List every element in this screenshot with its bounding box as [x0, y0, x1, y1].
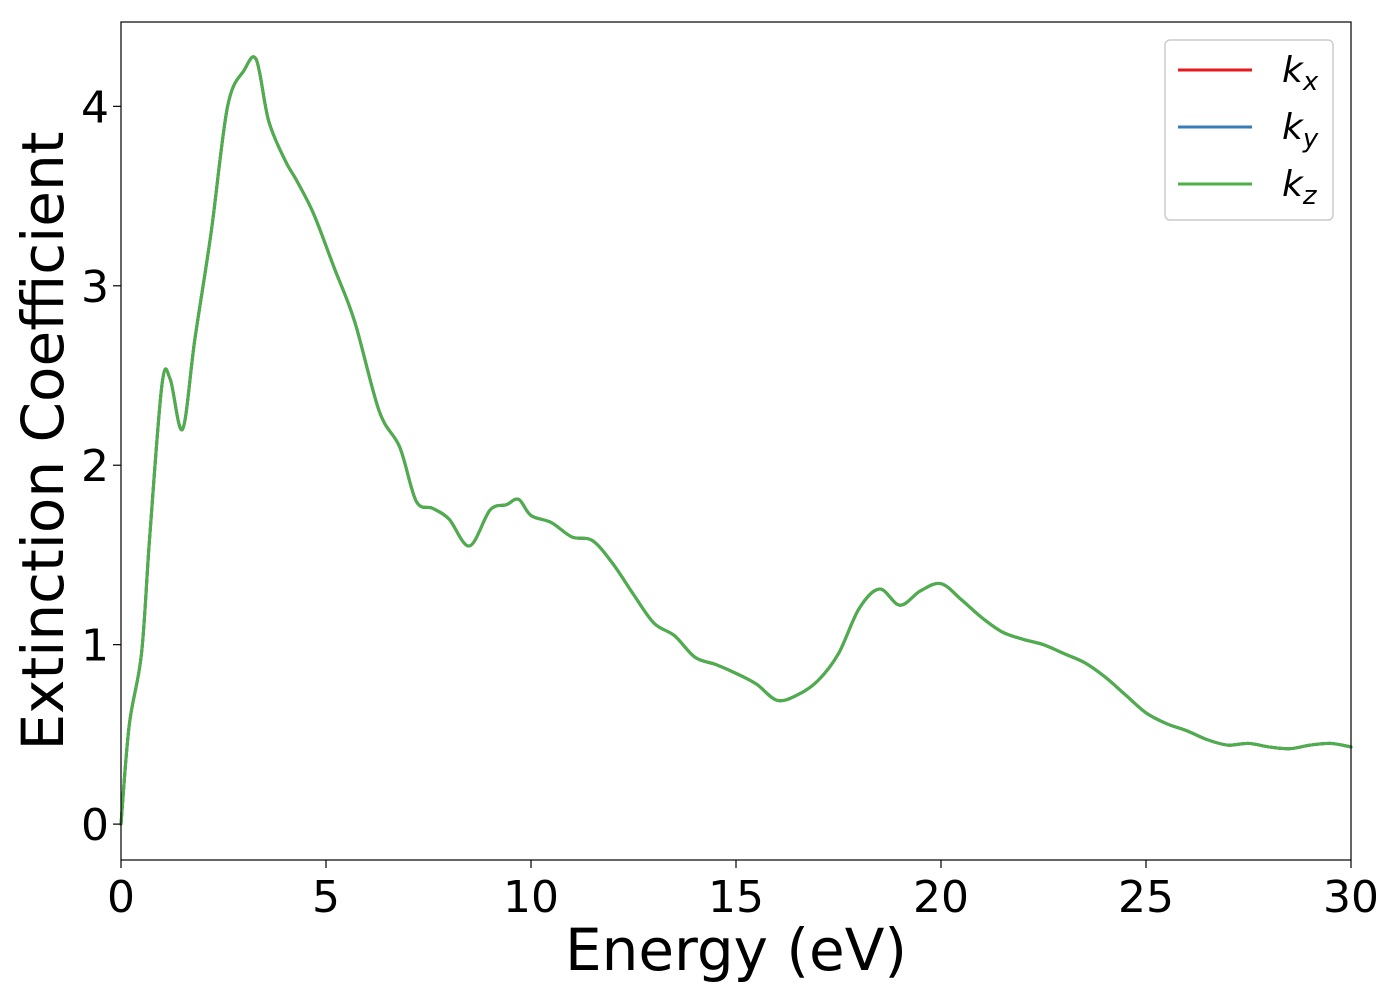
x-tick-label: 5	[312, 872, 340, 923]
legend-box	[1164, 39, 1334, 221]
series-layer	[119, 55, 1353, 826]
y-axis-label: Extinction Coefficient	[9, 132, 77, 751]
x-tick-label: 0	[107, 872, 135, 923]
x-axis-label: Energy (eV)	[565, 916, 907, 984]
y-tick-label: 4	[81, 82, 109, 133]
legend-label-base: k	[1282, 107, 1305, 148]
y-tick-label: 2	[81, 441, 109, 492]
legend-item-kx: kx	[1178, 50, 1319, 97]
legend-label: kz	[1282, 164, 1318, 211]
legend-label-subscript: y	[1302, 124, 1319, 154]
x-tick-label: 20	[913, 872, 969, 923]
legend-label-base: k	[1282, 50, 1305, 91]
legend-item-ky: ky	[1178, 107, 1319, 154]
y-tick-label: 0	[81, 800, 109, 851]
x-tick-label: 10	[503, 872, 559, 923]
series-line-kz	[119, 55, 1353, 826]
legend-label-base: k	[1282, 164, 1305, 205]
legend-label: ky	[1282, 107, 1319, 154]
x-tick-label: 30	[1323, 872, 1379, 923]
y-tick-label: 1	[81, 621, 109, 672]
legend-label-subscript: z	[1302, 181, 1318, 211]
legend-item-kz: kz	[1178, 164, 1318, 211]
y-tick-label: 3	[81, 262, 109, 313]
legend-label-subscript: x	[1302, 67, 1319, 97]
x-tick-label: 25	[1118, 872, 1174, 923]
x-axis-ticks: 0 5 10 15 20 25 30	[107, 860, 1379, 923]
legend-label: kx	[1282, 50, 1319, 97]
x-tick-label: 15	[708, 872, 764, 923]
y-axis-ticks: 0 1 2 3 4	[81, 82, 121, 851]
